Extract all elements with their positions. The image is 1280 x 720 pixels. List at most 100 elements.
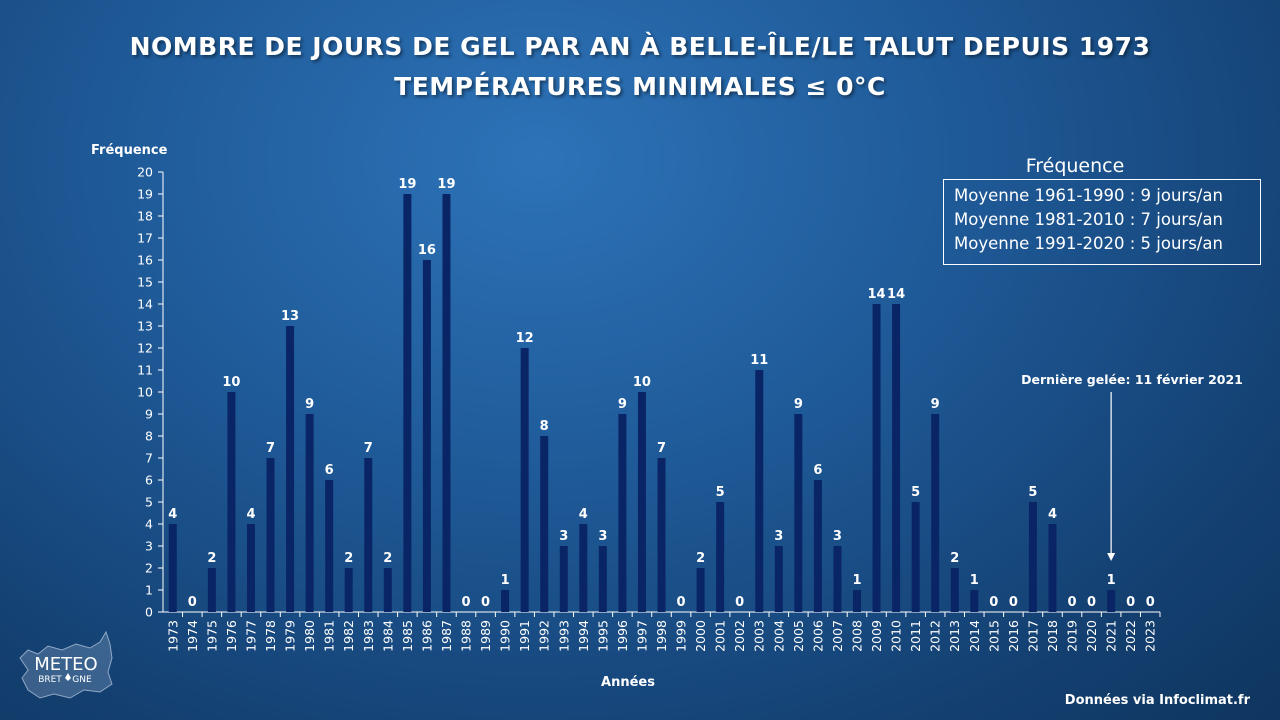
bar-2003	[755, 370, 764, 612]
value-label-1984: 2	[383, 551, 392, 566]
value-label-1997: 10	[633, 375, 651, 390]
bar-2018	[1048, 524, 1057, 612]
data-source: Données via Infoclimat.fr	[1064, 693, 1250, 708]
bar-1991	[520, 348, 529, 612]
value-label-2019: 0	[1068, 595, 1077, 610]
bar-1998	[657, 458, 666, 612]
x-tick-label-1978: 1978	[263, 620, 278, 652]
bar-2005	[794, 414, 803, 612]
x-tick-label-1973: 1973	[165, 620, 180, 652]
value-label-2023: 0	[1146, 595, 1155, 610]
y-tick-label: 12	[137, 341, 153, 356]
value-label-2013: 2	[950, 551, 959, 566]
x-tick-label-1990: 1990	[498, 620, 513, 652]
y-tick-label: 17	[137, 231, 153, 246]
bar-2000	[696, 568, 705, 612]
bar-1985	[403, 194, 412, 612]
bar-2014	[970, 590, 979, 612]
x-tick-label-1992: 1992	[537, 620, 552, 652]
x-tick-label-2020: 2020	[1084, 620, 1099, 652]
bar-1993	[559, 546, 568, 612]
value-label-1987: 19	[437, 177, 455, 192]
value-label-2018: 4	[1048, 507, 1057, 522]
value-label-2001: 5	[716, 485, 725, 500]
value-label-1993: 3	[559, 529, 568, 544]
bar-1978	[266, 458, 275, 612]
value-label-2015: 0	[989, 595, 998, 610]
value-label-1976: 10	[222, 375, 240, 390]
x-tick-label-1987: 1987	[439, 620, 454, 652]
value-label-2003: 11	[750, 353, 768, 368]
y-tick-label: 14	[137, 297, 153, 312]
value-label-2022: 0	[1126, 595, 1135, 610]
x-tick-label-1980: 1980	[302, 620, 317, 652]
legend-entry-1981-2010: Moyenne 1981-2010 : 7 jours/an	[954, 210, 1223, 229]
x-tick-label-1988: 1988	[459, 620, 474, 652]
value-label-2017: 5	[1028, 485, 1037, 500]
x-tick-label-2003: 2003	[752, 620, 767, 652]
logo-text-bottom-end: GNE	[72, 675, 92, 685]
value-label-1982: 2	[344, 551, 353, 566]
value-label-2006: 6	[813, 463, 822, 478]
x-tick-label-2021: 2021	[1104, 620, 1119, 652]
x-tick-label-1982: 1982	[341, 620, 356, 652]
value-label-1994: 4	[579, 507, 588, 522]
y-tick-label: 16	[137, 253, 153, 268]
x-tick-label-1995: 1995	[595, 620, 610, 652]
legend-entry-1991-2020: Moyenne 1991-2020 : 5 jours/an	[954, 234, 1223, 253]
y-tick-label: 0	[145, 605, 153, 620]
value-label-1979: 13	[281, 309, 299, 324]
x-tick-label-2008: 2008	[849, 620, 864, 652]
y-tick-label: 3	[145, 539, 153, 554]
value-label-1988: 0	[461, 595, 470, 610]
x-tick-label-1977: 1977	[243, 620, 258, 652]
bar-2021	[1107, 590, 1116, 612]
chart-labels: 4197301974219751019764197771978131979919…	[165, 177, 1157, 652]
bar-2008	[852, 590, 861, 612]
y-tick-label: 4	[145, 517, 153, 532]
bar-2001	[716, 502, 725, 612]
value-label-1998: 7	[657, 441, 666, 456]
x-tick-label-2022: 2022	[1123, 620, 1138, 652]
bar-1997	[637, 392, 646, 612]
bar-1995	[598, 546, 607, 612]
chart-subtitle: TEMPÉRATURES MINIMALES ≤ 0°C	[394, 72, 886, 101]
bar-2017	[1028, 502, 1037, 612]
x-tick-label-2001: 2001	[713, 620, 728, 652]
value-label-2014: 1	[970, 573, 979, 588]
x-tick-label-1997: 1997	[634, 620, 649, 652]
y-tick-label: 19	[137, 187, 153, 202]
y-tick-label: 7	[145, 451, 153, 466]
x-tick-label-2010: 2010	[889, 620, 904, 652]
x-tick-label-1983: 1983	[361, 620, 376, 652]
value-label-2000: 2	[696, 551, 705, 566]
x-tick-label-2015: 2015	[986, 620, 1001, 652]
x-tick-label-1981: 1981	[322, 620, 337, 652]
x-tick-label-2005: 2005	[791, 620, 806, 652]
value-label-1991: 12	[516, 331, 534, 346]
value-label-1973: 4	[168, 507, 177, 522]
bar-1994	[579, 524, 588, 612]
bar-2010	[892, 304, 901, 612]
value-label-1983: 7	[364, 441, 373, 456]
y-tick-label: 20	[137, 165, 153, 180]
y-tick-label: 6	[145, 473, 153, 488]
chart-title: NOMBRE DE JOURS DE GEL PAR AN À BELLE-ÎL…	[129, 32, 1151, 61]
value-label-1999: 0	[677, 595, 686, 610]
legend-box: Moyenne 1961-1990 : 9 jours/an Moyenne 1…	[943, 179, 1261, 265]
y-axis-label: Fréquence	[91, 143, 168, 158]
annotation-label: Dernière gelée: 11 février 2021	[1021, 372, 1243, 387]
x-tick-label-2006: 2006	[810, 620, 825, 652]
x-tick-label-2009: 2009	[869, 620, 884, 652]
y-tick-label: 18	[137, 209, 153, 224]
bar-1986	[422, 260, 431, 612]
ermine-icon	[65, 673, 71, 681]
value-label-1986: 16	[418, 243, 436, 258]
y-tick-label: 9	[145, 407, 153, 422]
x-tick-label-2012: 2012	[928, 620, 943, 652]
x-tick-label-2017: 2017	[1025, 620, 1040, 652]
bar-2011	[911, 502, 920, 612]
meteo-bretagne-logo: METEO BRET GNE	[19, 630, 113, 699]
value-label-2020: 0	[1087, 595, 1096, 610]
